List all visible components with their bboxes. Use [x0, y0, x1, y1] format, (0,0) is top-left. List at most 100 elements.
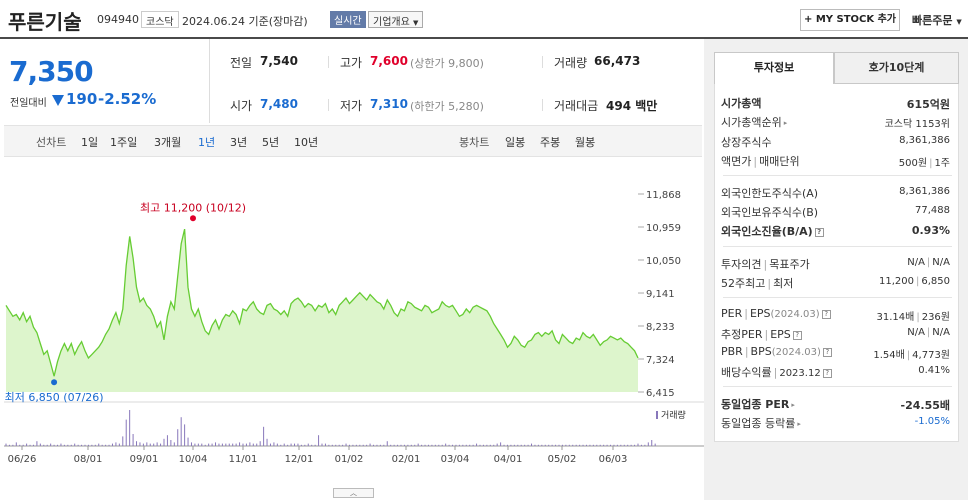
volume-bar — [527, 444, 529, 446]
tab-orderbook-10[interactable]: 호가10단계 — [834, 52, 959, 84]
volume-bar — [263, 426, 265, 446]
volume-bar — [651, 440, 653, 446]
volume-bar — [287, 444, 289, 446]
per-eps-label[interactable]: PER | EPS(2024.03)? — [721, 307, 831, 320]
foreign-limit-value: 8,361,386 — [899, 186, 950, 197]
chevron-down-icon: ▼ — [413, 19, 419, 27]
tab-1y[interactable]: 1년 — [198, 136, 216, 149]
high-label: 고가 — [340, 56, 363, 70]
volume-bar — [427, 444, 429, 446]
dividend-label[interactable]: 배당수익률 | 2023.12? — [721, 364, 832, 380]
volume-bar — [115, 442, 117, 446]
tab-10y[interactable]: 10년 — [294, 136, 319, 149]
volume-bar — [541, 444, 543, 446]
volume-bar — [266, 438, 268, 446]
tab-3m[interactable]: 3개월 — [154, 136, 182, 149]
x-tick-label: 06/26 — [8, 454, 37, 465]
volume-bar — [510, 444, 512, 446]
divider — [328, 99, 329, 111]
y-tick-label: 11,868 — [646, 190, 681, 201]
volume-bar — [215, 442, 217, 446]
volume-bar — [91, 444, 93, 446]
volume-bar — [386, 441, 388, 446]
fast-order-button[interactable]: 빠른주문 ▼ — [912, 14, 962, 27]
help-icon[interactable]: ? — [792, 330, 802, 340]
volume-bar — [57, 444, 59, 446]
volume-bar — [548, 444, 550, 446]
volume-bar — [84, 444, 86, 446]
pbr-bps-label[interactable]: PBR | BPS(2024.03)? — [721, 345, 832, 358]
volume-bar — [105, 444, 107, 446]
help-icon[interactable]: ? — [822, 347, 832, 357]
tab-invest-info[interactable]: 투자정보 — [714, 52, 834, 84]
volume-bar — [524, 444, 526, 446]
divider — [542, 99, 543, 111]
volume-bar — [606, 444, 608, 446]
volume-bar — [647, 442, 649, 446]
foreign-ratio-label[interactable]: 외국인소진율(B/A)? — [721, 223, 824, 239]
pbr-bps-value: 1.54배 | 4,773원 — [873, 350, 950, 361]
volume-bar — [256, 443, 258, 446]
tab-daily[interactable]: 일봉 — [505, 136, 526, 149]
my-stock-add-button[interactable]: + MY STOCK 추가 — [800, 9, 900, 31]
market-badge: 코스닥 — [141, 11, 179, 28]
volume-bar — [29, 444, 31, 446]
volume-bar — [520, 444, 522, 446]
volume-bar — [139, 442, 141, 446]
low-value: 7,310 — [370, 97, 408, 111]
sector-rate-label[interactable]: 동일업종 등락률 ▸ — [721, 417, 801, 430]
help-icon[interactable]: ? — [821, 309, 831, 319]
volume-bar — [579, 444, 581, 446]
volume-bar — [77, 444, 79, 446]
chart-collapse-button[interactable]: ︿ — [333, 488, 374, 498]
est-per-eps-label[interactable]: 추정PER | EPS? — [721, 326, 802, 342]
y-tick-label: 6,415 — [646, 388, 675, 399]
volume-bar — [558, 444, 560, 446]
tab-3y[interactable]: 3년 — [230, 136, 248, 149]
volume-bar — [335, 444, 337, 446]
volume-bar — [98, 443, 100, 446]
volume-bar — [472, 444, 474, 446]
volume-bar — [331, 444, 333, 446]
company-overview-dropdown[interactable]: 기업개요 ▼ — [368, 11, 424, 28]
volume-bar — [596, 444, 598, 446]
y-tick-label: 7,324 — [646, 355, 675, 366]
volume-bar — [623, 444, 625, 446]
market-cap-rank-value: 코스닥 1153위 — [884, 119, 950, 130]
foreign-hold-value: 77,488 — [915, 205, 950, 216]
tab-weekly[interactable]: 주봉 — [540, 136, 561, 149]
x-tick-label: 11/01 — [229, 454, 258, 465]
volume-bar — [221, 443, 223, 446]
volume-bar — [592, 444, 594, 446]
tab-monthly[interactable]: 월봉 — [575, 136, 596, 149]
tab-1w[interactable]: 1주일 — [110, 136, 138, 149]
volume-bar — [369, 443, 371, 446]
volume-bar — [122, 436, 124, 446]
dividend-value: 0.41% — [918, 365, 950, 376]
realtime-badge[interactable]: 실시간 — [330, 11, 366, 28]
x-tick-label: 08/01 — [74, 454, 103, 465]
foreign-limit-label: 외국인한도주식수(A) — [721, 187, 819, 200]
volume-bar — [307, 443, 309, 446]
tab-1d[interactable]: 1일 — [81, 136, 99, 149]
sector-per-label[interactable]: 동일업종 PER ▸ — [721, 398, 795, 411]
tab-5y[interactable]: 5년 — [262, 136, 280, 149]
help-icon[interactable]: ? — [822, 368, 832, 378]
header-divider — [0, 37, 968, 39]
volume-bar — [232, 443, 234, 446]
volume-bar — [479, 444, 481, 446]
price-chart[interactable]: 11,868 10,959 10,050 9,141 8,233 7,324 6,415 0… — [0, 158, 704, 486]
volume-bar — [654, 443, 656, 446]
divider — [542, 56, 543, 68]
market-cap-rank-label[interactable]: 시가총액순위 ▸ — [721, 116, 788, 129]
face-unit-label: 액면가 | 매매단위 — [721, 155, 800, 168]
volume-bar — [551, 444, 553, 446]
volume-bar — [318, 435, 320, 446]
prev-close-value: 7,540 — [260, 54, 298, 68]
volume-bar — [359, 444, 361, 446]
volume-bar — [424, 444, 426, 446]
help-icon[interactable]: ? — [814, 227, 824, 237]
price-line — [5, 228, 639, 377]
volume-bar — [397, 444, 399, 446]
open-label: 시가 — [230, 99, 253, 113]
